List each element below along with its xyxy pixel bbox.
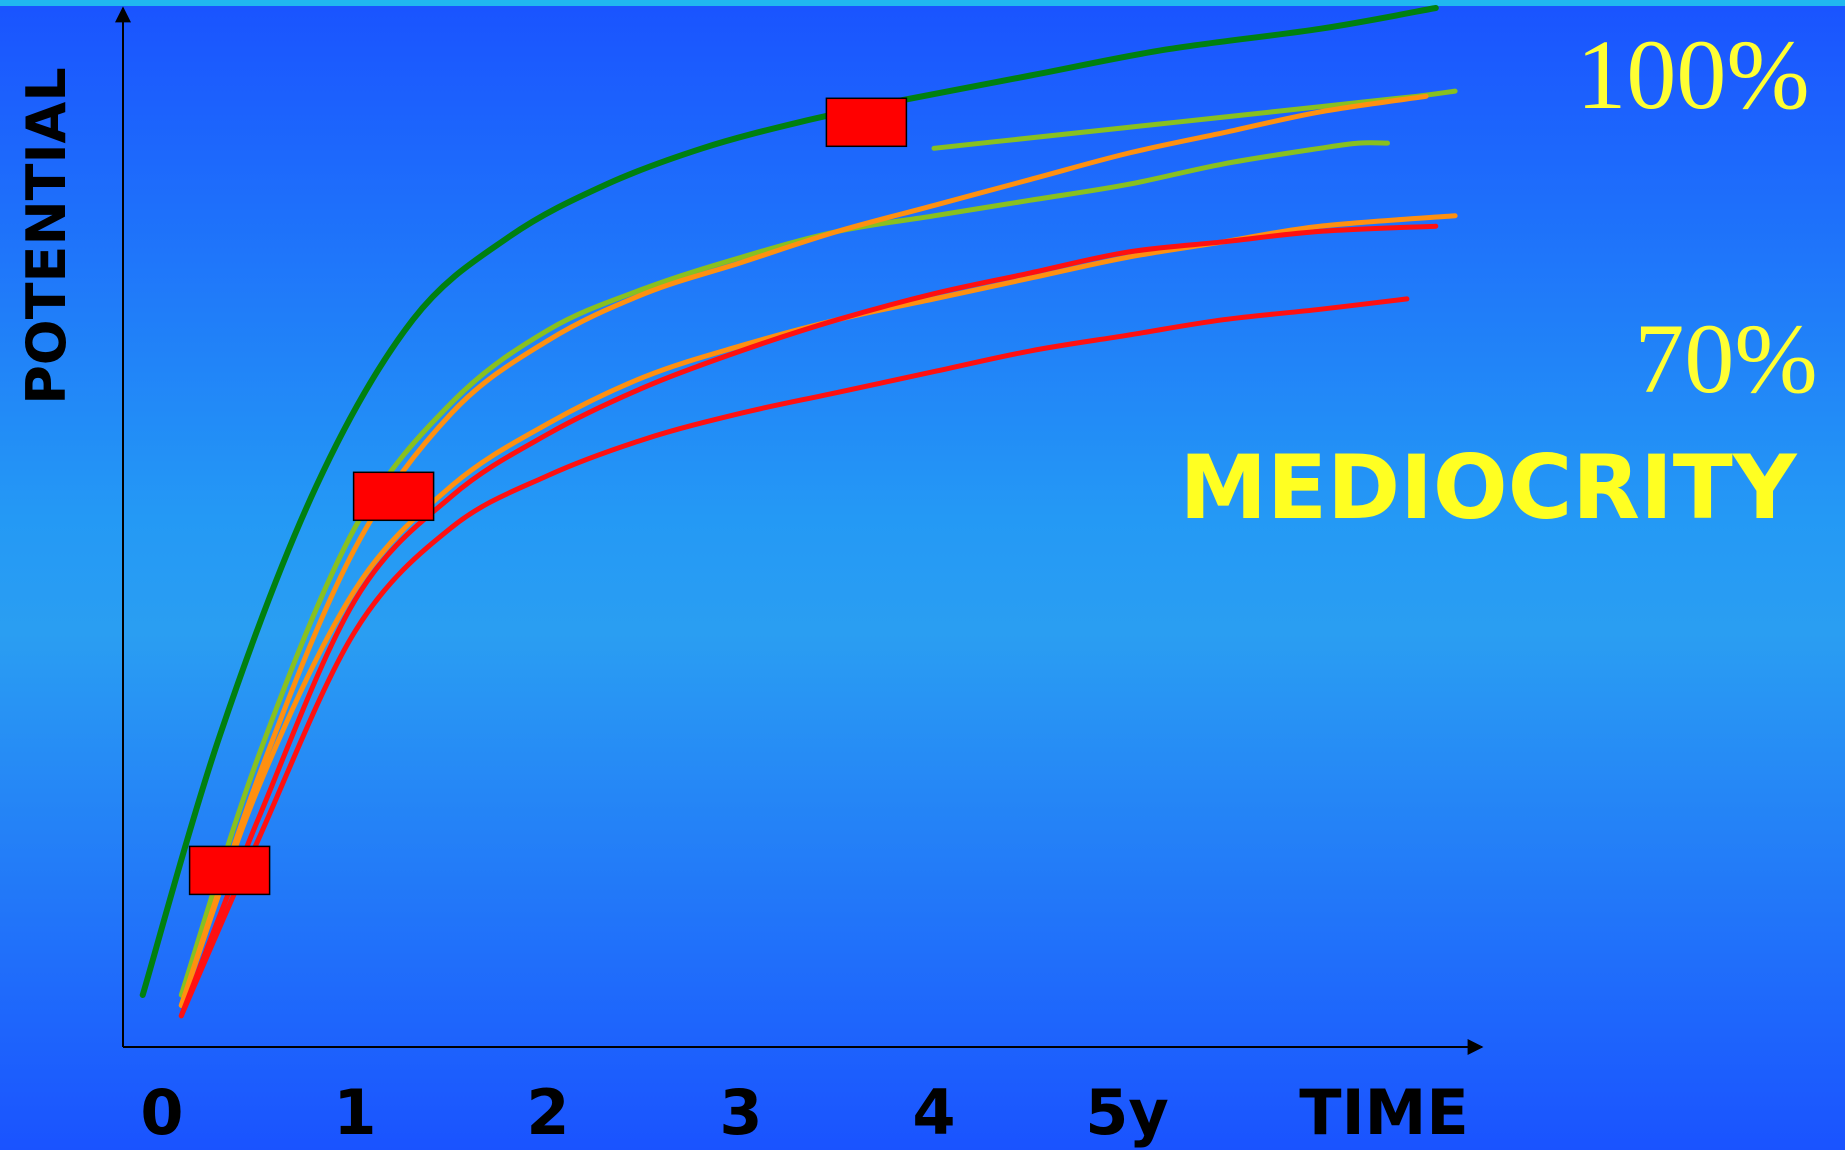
milestone-marker-1 xyxy=(188,845,271,896)
x-axis-label: TIME xyxy=(1299,1076,1468,1149)
milestone-marker-2 xyxy=(352,471,435,522)
x-tick-label-1: 1 xyxy=(333,1076,376,1149)
x-tick-label-3: 3 xyxy=(719,1076,762,1149)
y-axis-label: POTENTIAL xyxy=(15,67,78,405)
x-tick-label-2: 2 xyxy=(526,1076,569,1149)
series-line-1 xyxy=(139,5,1439,998)
mediocrity-caption: MEDIOCRITY xyxy=(1179,436,1797,539)
x-tick-label-4: 4 xyxy=(912,1076,955,1149)
lower-percent-label: 70% xyxy=(1634,303,1817,414)
series-line-4 xyxy=(178,93,1429,1008)
marker-layer xyxy=(188,97,908,896)
series-line-5 xyxy=(178,213,1458,1008)
milestone-marker-3 xyxy=(825,97,908,148)
x-tick-layer: 0 1 2 3 4 5y xyxy=(140,1076,1168,1149)
x-tick-label-5: 5y xyxy=(1085,1076,1169,1149)
top-strip xyxy=(0,0,1845,6)
series-line-2 xyxy=(178,140,1390,998)
series-layer xyxy=(139,5,1458,1019)
top-percent-label: 100% xyxy=(1576,19,1809,130)
series-line-6 xyxy=(178,223,1439,1019)
series-line-7 xyxy=(178,296,1410,1019)
x-tick-label-0: 0 xyxy=(140,1076,183,1149)
